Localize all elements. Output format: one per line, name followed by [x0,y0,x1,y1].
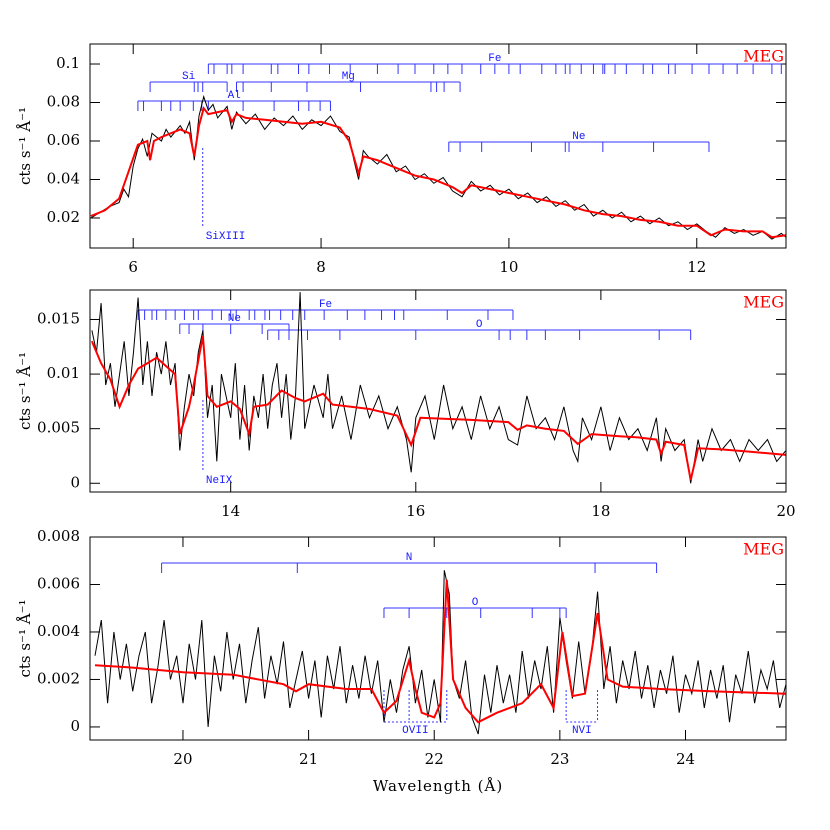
y-tick-label: 0.004 [37,622,80,640]
x-tick-label: 16 [406,502,425,520]
spectrum-line [94,579,786,724]
x-tick-label: 12 [687,258,706,276]
line-group-label: Al [228,90,241,102]
annotation-label: NeIX [206,475,233,487]
y-tick-label: 0.08 [47,93,80,111]
y-axis-label: cts s⁻¹ Å⁻¹ [16,107,34,185]
plot-frame [89,43,787,249]
y-tick-label: 0.005 [37,419,80,437]
y-tick-label: 0.06 [47,131,80,149]
instrument-label: MEG [743,47,784,66]
x-tick-label: 20 [776,502,795,520]
line-group-label: Ne [228,313,241,325]
y-tick-label: 0.04 [47,169,80,187]
y-tick-label: 0.002 [37,669,80,687]
line-group-label: O [476,319,483,331]
y-tick-label: 0.006 [37,574,80,592]
line-group-label: Fe [488,53,501,65]
line-group-label: Mg [342,71,355,83]
plot-frame [89,536,787,741]
instrument-label: MEG [743,540,784,559]
spectrum-line [90,335,786,481]
x-tick-label: 22 [425,750,444,768]
annotation-label: NVI [572,725,592,737]
y-tick-label: 0 [70,717,80,735]
x-tick-label: 6 [128,258,138,276]
line-group-label: Fe [319,299,332,311]
instrument-label: MEG [743,293,784,312]
x-axis-label: Wavelength (Å) [373,777,503,795]
x-tick-label: 23 [550,750,569,768]
spectrum-line [90,94,786,240]
line-group-label: N [406,552,413,564]
y-tick-label: 0.015 [37,309,80,327]
y-axis-label: cts s⁻¹ Å⁻¹ [16,599,34,677]
y-tick-label: 0.008 [37,527,80,545]
y-tick-label: 0.1 [56,54,80,72]
x-tick-label: 14 [221,502,240,520]
line-group-label: Si [182,71,196,83]
line-group-label: O [472,597,479,609]
x-tick-label: 18 [591,502,610,520]
line-group-label: Ne [572,131,585,143]
spectrum-line [94,570,786,735]
x-tick-label: 21 [299,750,318,768]
plot-frame [89,289,787,493]
y-axis-label: cts s⁻¹ Å⁻¹ [16,352,34,430]
x-tick-label: 24 [676,750,695,768]
y-tick-label: 0.02 [47,208,80,226]
y-tick-label: 0.01 [47,364,80,382]
annotation-label: OVII [402,725,428,737]
spectrum-line [91,292,786,484]
spectrum-line [90,106,786,239]
y-tick-label: 0 [70,473,80,491]
x-tick-label: 20 [173,750,192,768]
x-tick-label: 10 [499,258,518,276]
annotation-label: SiXIII [206,231,246,243]
x-tick-label: 8 [316,258,326,276]
